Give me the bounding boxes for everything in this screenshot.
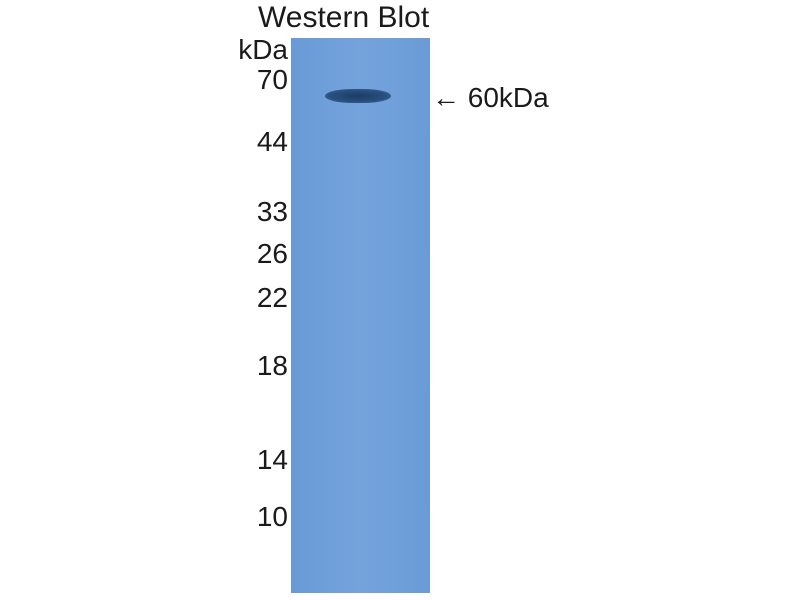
marker-label: 33 bbox=[256, 196, 288, 227]
blot-membrane bbox=[291, 38, 430, 593]
band-size-label: ← 60kDa bbox=[432, 82, 549, 113]
unit-label: kDa bbox=[238, 34, 288, 65]
marker-label: 26 bbox=[256, 238, 288, 269]
marker-label: 18 bbox=[256, 350, 288, 381]
marker-label: 10 bbox=[256, 501, 288, 532]
marker-label: 22 bbox=[256, 282, 288, 313]
marker-label: 44 bbox=[256, 126, 288, 157]
protein-band bbox=[325, 89, 391, 103]
figure-title: Western Blot bbox=[258, 1, 430, 34]
marker-label: 70 bbox=[256, 64, 288, 95]
marker-label: 14 bbox=[256, 444, 288, 475]
